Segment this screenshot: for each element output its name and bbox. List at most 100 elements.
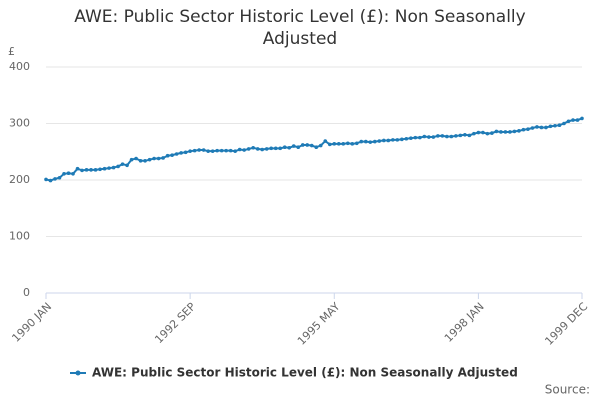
point — [517, 129, 521, 133]
point — [138, 158, 143, 163]
point — [391, 138, 395, 142]
point — [377, 139, 382, 143]
point — [413, 135, 418, 140]
point — [494, 129, 499, 134]
point — [323, 139, 328, 143]
x-tick-label: 1999 DEC — [542, 300, 590, 348]
point — [557, 123, 562, 127]
point — [120, 162, 125, 166]
point — [174, 152, 179, 156]
point — [170, 153, 174, 157]
point — [48, 178, 53, 183]
point — [143, 158, 147, 163]
point — [188, 149, 192, 153]
point — [116, 164, 120, 169]
point — [71, 171, 75, 176]
point — [354, 141, 359, 146]
point — [224, 148, 228, 153]
point — [300, 143, 305, 147]
point — [282, 145, 287, 150]
point — [350, 142, 355, 146]
point — [84, 168, 89, 172]
point — [575, 118, 580, 122]
point — [553, 123, 557, 128]
point — [318, 143, 323, 148]
point — [345, 141, 350, 146]
point — [57, 175, 62, 180]
point — [183, 150, 188, 155]
legend-label: AWE: Public Sector Historic Level (£): N… — [92, 366, 518, 380]
point — [359, 139, 364, 144]
point — [314, 145, 319, 150]
point — [80, 168, 84, 173]
point — [219, 148, 224, 153]
point — [102, 166, 107, 171]
point — [89, 168, 93, 172]
chart-title: AWE: Public Sector Historic Level (£): N… — [74, 7, 526, 49]
point — [535, 125, 539, 129]
point — [526, 127, 530, 131]
point — [512, 129, 517, 134]
point — [309, 143, 314, 148]
point — [386, 138, 391, 143]
point — [404, 136, 409, 141]
point — [472, 131, 476, 136]
point — [125, 163, 129, 168]
source: Source: — [545, 383, 590, 397]
point — [206, 149, 210, 153]
point — [197, 148, 201, 152]
point — [291, 144, 296, 148]
x-tick-label: 1992 SEP — [152, 300, 198, 346]
point — [490, 131, 494, 135]
point — [327, 142, 332, 147]
point — [467, 133, 472, 138]
x-tick-label: 1995 MAY — [295, 300, 343, 348]
point — [418, 135, 422, 140]
y-tick-label: 0 — [23, 286, 30, 299]
point — [476, 130, 481, 135]
point — [179, 151, 183, 155]
point — [548, 124, 553, 129]
point — [269, 146, 274, 151]
point — [341, 142, 346, 146]
point — [98, 167, 102, 172]
legend-marker — [75, 370, 81, 376]
point — [192, 148, 197, 153]
point — [499, 130, 503, 134]
point — [264, 147, 269, 151]
point — [571, 118, 575, 122]
y-axis-label: £ — [8, 45, 15, 58]
point — [201, 148, 206, 152]
point — [75, 166, 80, 171]
point — [156, 156, 161, 161]
point — [161, 156, 165, 160]
y-tick-label: 200 — [9, 173, 30, 186]
point — [287, 145, 292, 150]
point — [93, 168, 98, 172]
point — [260, 147, 265, 152]
point — [427, 135, 431, 139]
point — [255, 147, 260, 151]
point — [152, 156, 156, 161]
point — [580, 116, 584, 121]
point — [53, 177, 57, 181]
point — [485, 131, 490, 136]
point — [332, 142, 337, 146]
point — [562, 121, 566, 126]
point — [382, 138, 386, 143]
point — [454, 134, 458, 138]
point — [445, 134, 449, 139]
point — [129, 157, 134, 162]
point — [373, 139, 377, 144]
point — [111, 165, 116, 170]
point — [503, 130, 508, 134]
point — [508, 130, 512, 134]
point — [481, 130, 485, 135]
point — [336, 142, 341, 146]
point — [431, 135, 436, 139]
point — [210, 149, 215, 153]
point — [539, 125, 544, 130]
y-tick-label: 400 — [9, 60, 30, 73]
